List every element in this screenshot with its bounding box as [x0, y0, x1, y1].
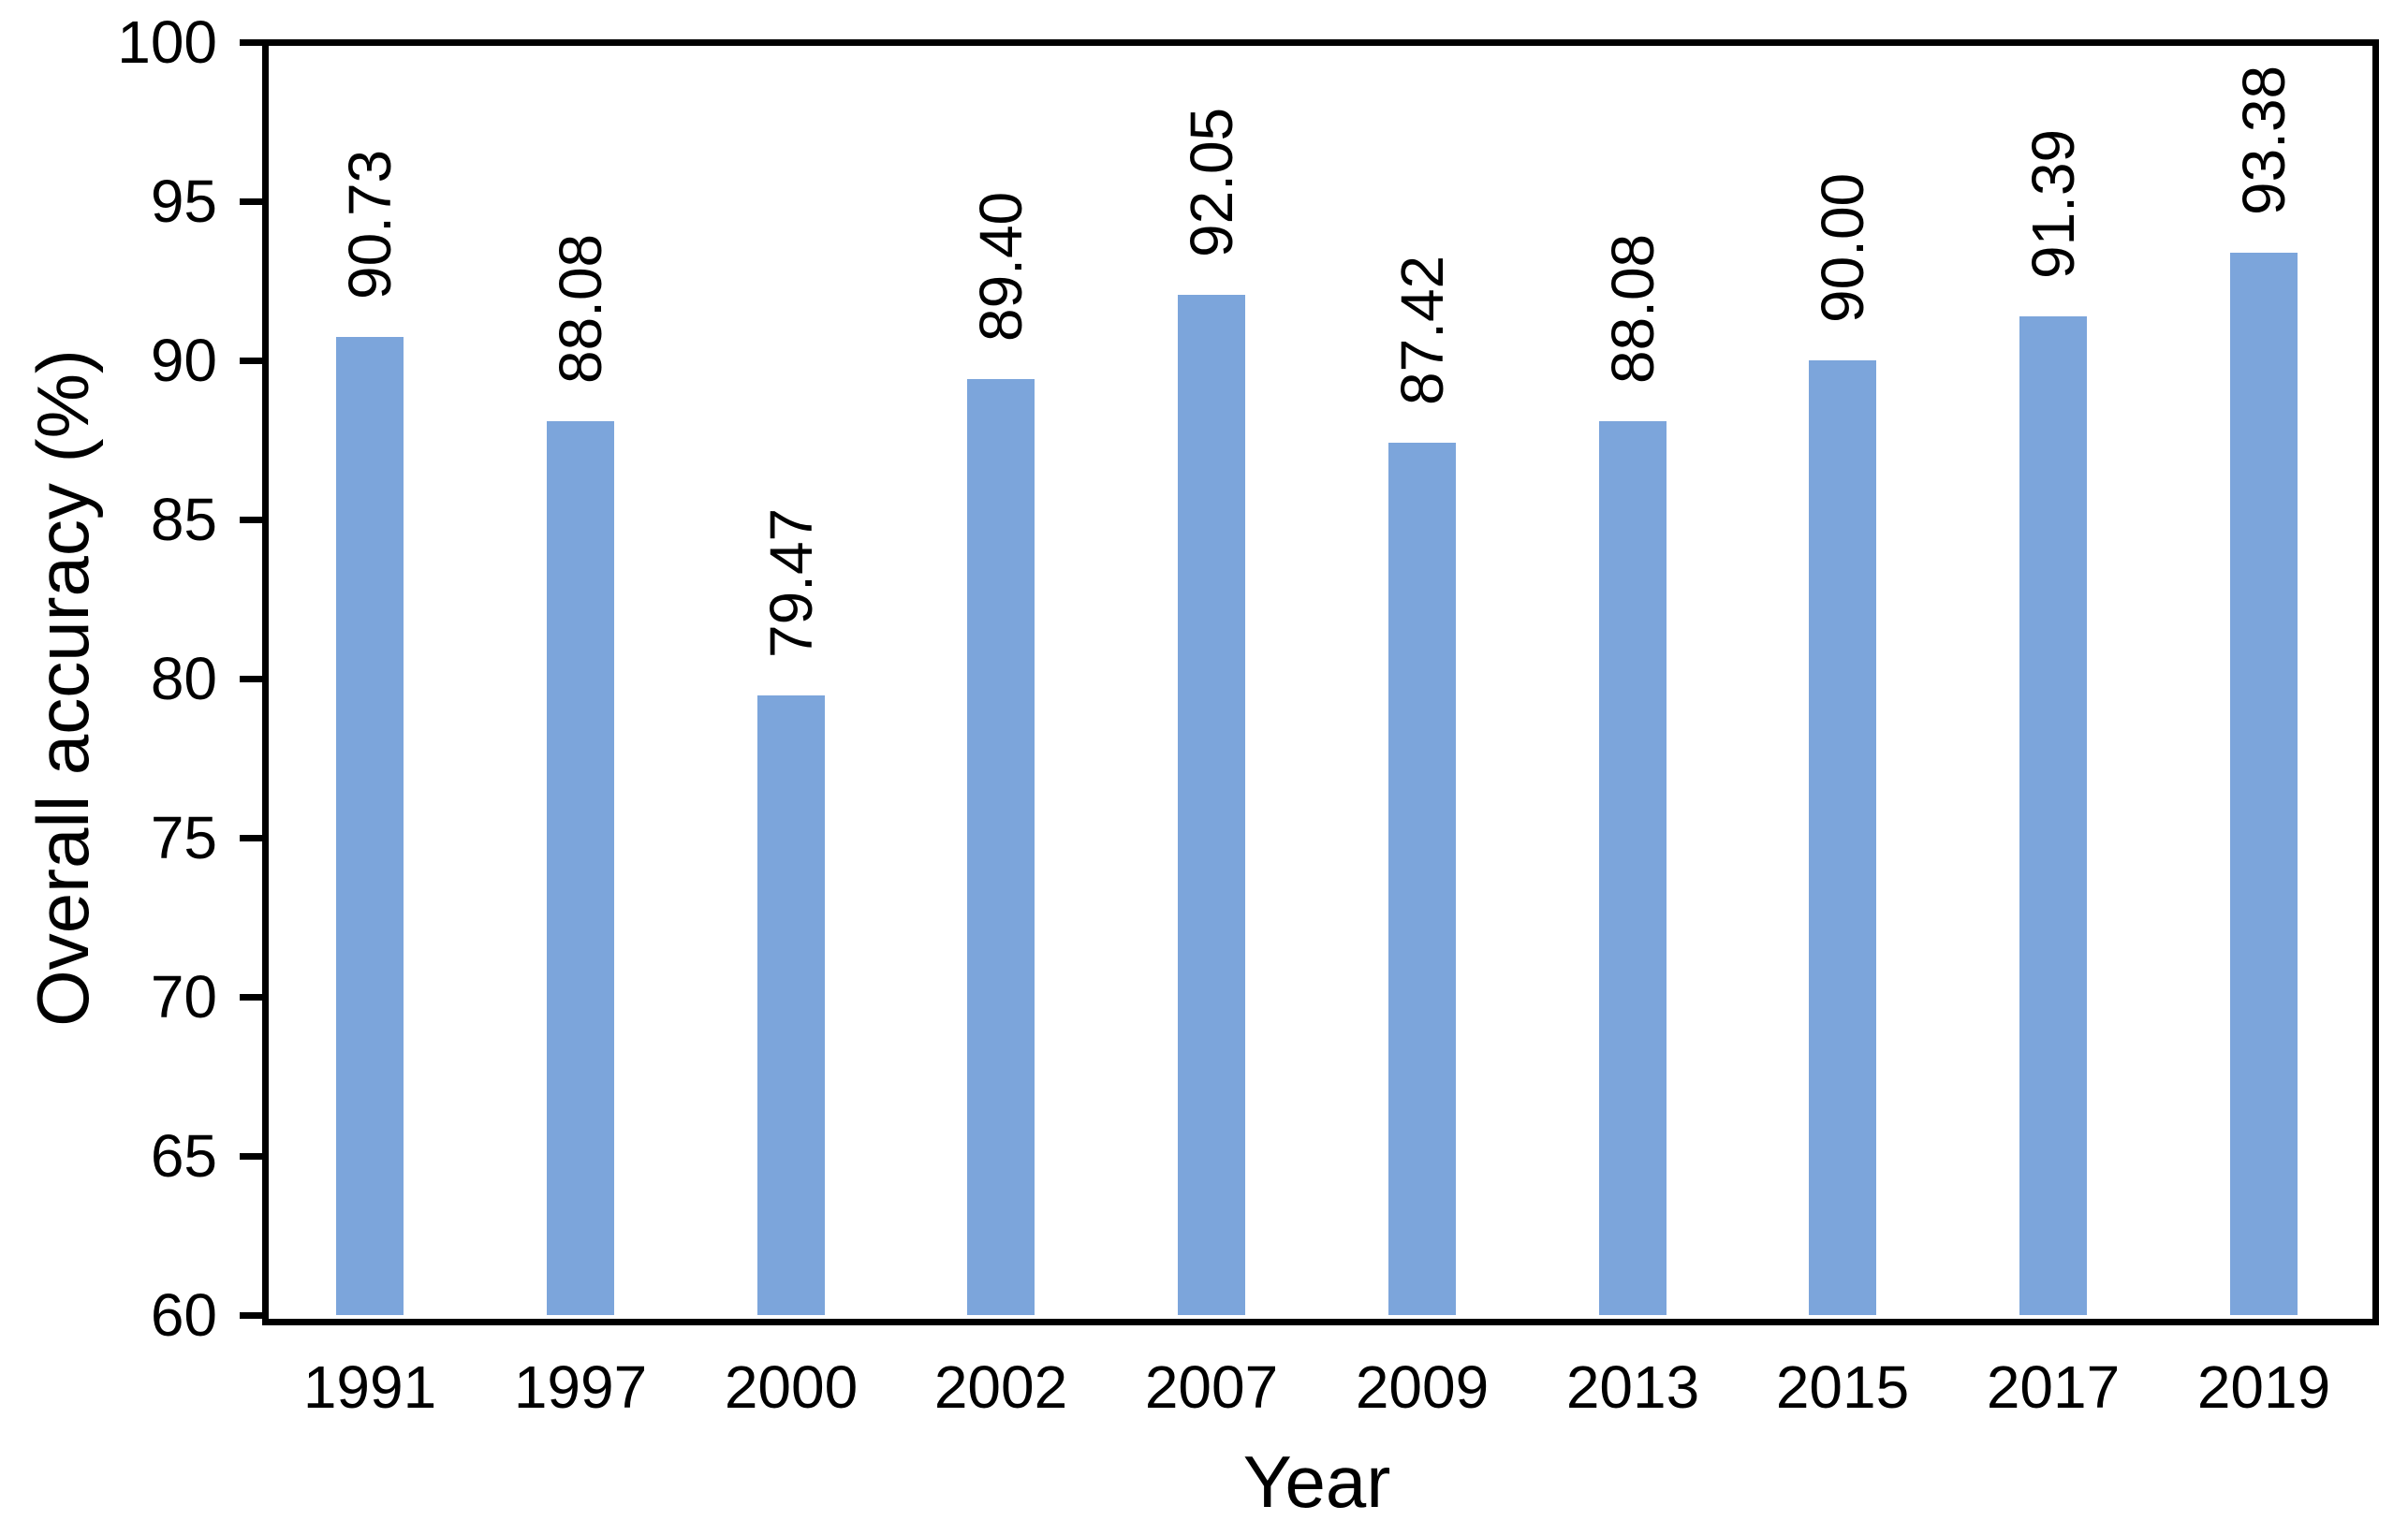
x-tick-label: 2009 — [1355, 1353, 1490, 1421]
bar-value-label-text: 89.40 — [967, 191, 1035, 342]
y-axis-tick — [240, 517, 265, 523]
bar-value-label: 88.08 — [547, 233, 614, 384]
y-axis-tick — [240, 1312, 265, 1319]
bar-value-label: 93.38 — [2230, 65, 2298, 215]
bar-value-label-text: 79.47 — [757, 507, 825, 658]
bar-value-label: 92.05 — [1178, 107, 1245, 257]
bar-value-label: 88.08 — [1599, 233, 1667, 384]
y-axis-title-text: Overall accuracy (%) — [22, 349, 104, 1027]
bar-value-label-text: 90.00 — [1809, 172, 1876, 323]
bar-value-label-text: 87.42 — [1388, 255, 1456, 405]
bar-value-label-text: 90.73 — [336, 149, 404, 300]
y-axis-title: Overall accuracy (%) — [22, 349, 104, 1027]
y-tick-label: 70 — [150, 963, 217, 1031]
y-axis-tick — [240, 676, 265, 682]
x-tick-label: 2007 — [1144, 1353, 1279, 1421]
y-tick-label: 85 — [150, 486, 217, 553]
bar-value-label-text: 93.38 — [2230, 65, 2298, 215]
bar-value-label: 90.73 — [336, 149, 404, 300]
bar — [1178, 295, 1245, 1315]
x-tick-label: 1991 — [302, 1353, 437, 1421]
bar — [2230, 253, 2298, 1315]
y-axis-tick — [240, 39, 265, 46]
y-tick-label: 65 — [150, 1122, 217, 1190]
bar-value-label: 87.42 — [1388, 255, 1456, 405]
y-axis-tick — [240, 358, 265, 364]
bar — [757, 695, 825, 1315]
x-tick-label: 2013 — [1565, 1353, 1700, 1421]
bar-value-label: 89.40 — [967, 191, 1035, 342]
y-axis-tick — [240, 1153, 265, 1160]
y-tick-label: 60 — [150, 1281, 217, 1349]
bar-value-label: 90.00 — [1809, 172, 1876, 323]
y-tick-label: 100 — [117, 8, 217, 76]
y-tick-label: 90 — [150, 327, 217, 394]
y-tick-label: 80 — [150, 645, 217, 712]
y-axis-tick — [240, 994, 265, 1001]
y-axis-tick — [240, 835, 265, 841]
bar — [2019, 316, 2087, 1315]
x-tick-label: 2019 — [2196, 1353, 2331, 1421]
y-tick-label: 95 — [150, 168, 217, 235]
x-tick-label: 2002 — [933, 1353, 1068, 1421]
x-axis-title: Year — [1242, 1440, 1391, 1523]
bar — [336, 337, 404, 1315]
bar — [1809, 360, 1876, 1315]
x-tick-label: 1997 — [513, 1353, 648, 1421]
bar-value-label-text: 88.08 — [1599, 233, 1667, 384]
bar — [967, 379, 1035, 1315]
bar — [547, 421, 614, 1315]
bar-value-label-text: 91.39 — [2019, 128, 2087, 279]
bar-value-label-text: 88.08 — [547, 233, 614, 384]
bar-value-label: 91.39 — [2019, 128, 2087, 279]
y-tick-label: 75 — [150, 804, 217, 871]
bar — [1599, 421, 1667, 1315]
x-tick-label: 2000 — [724, 1353, 859, 1421]
x-tick-label: 2017 — [1986, 1353, 2121, 1421]
bar — [1388, 443, 1456, 1315]
y-axis-tick — [240, 198, 265, 205]
bar-value-label: 79.47 — [757, 507, 825, 658]
x-tick-label: 2015 — [1775, 1353, 1910, 1421]
bar-value-label-text: 92.05 — [1178, 107, 1245, 257]
